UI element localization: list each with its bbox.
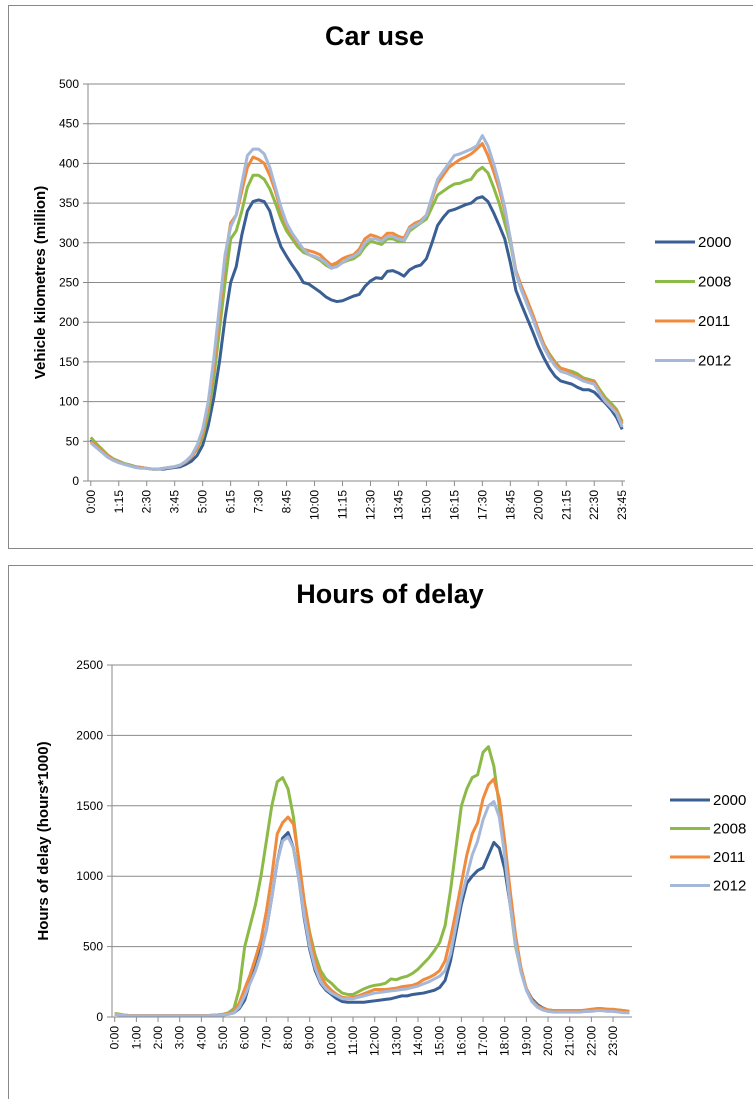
x-tick-label: 23:45 xyxy=(615,490,629,520)
x-tick-label: 6:15 xyxy=(224,490,238,514)
x-tick-label: 2:30 xyxy=(140,490,154,514)
x-tick-label: 7:30 xyxy=(252,490,266,514)
chart-title: Hours of delay xyxy=(296,579,484,609)
x-tick-label: 4:00 xyxy=(194,1026,208,1050)
legend-label: 2012 xyxy=(713,878,746,895)
x-tick-label: 12:00 xyxy=(368,1026,382,1056)
legend-label: 2000 xyxy=(698,234,731,251)
y-tick-label: 100 xyxy=(59,395,79,409)
x-tick-label: 9:00 xyxy=(303,1026,317,1050)
x-tick-label: 11:00 xyxy=(346,1026,360,1055)
x-tick-label: 10:00 xyxy=(308,490,322,520)
x-tick-label: 19:00 xyxy=(519,1026,533,1056)
y-tick-label: 500 xyxy=(59,77,79,91)
legend-label: 2008 xyxy=(713,821,746,838)
y-axis-label: Vehicle kilometres (million) xyxy=(32,186,49,379)
y-tick-label: 0 xyxy=(96,1010,103,1024)
y-tick-label: 0 xyxy=(72,474,79,488)
x-tick-label: 0:00 xyxy=(84,490,98,514)
x-tick-label: 5:00 xyxy=(196,490,210,514)
x-tick-label: 12:30 xyxy=(363,490,377,520)
x-tick-label: 2:00 xyxy=(151,1026,165,1050)
x-tick-label: 18:00 xyxy=(498,1026,512,1056)
y-tick-label: 300 xyxy=(59,236,79,250)
x-tick-label: 18:45 xyxy=(503,490,517,520)
series-line xyxy=(89,134,624,471)
y-tick-label: 350 xyxy=(59,196,79,210)
x-tick-label: 1:00 xyxy=(129,1026,143,1050)
y-tick-label: 1500 xyxy=(76,799,103,813)
x-tick-label: 21:00 xyxy=(563,1026,577,1056)
chart-title: Car use xyxy=(325,21,424,51)
y-tick-label: 450 xyxy=(59,117,79,131)
x-tick-label: 3:45 xyxy=(168,490,182,514)
x-tick-label: 23:00 xyxy=(606,1026,620,1056)
x-tick-label: 20:00 xyxy=(531,490,545,520)
x-tick-label: 17:00 xyxy=(476,1026,490,1056)
x-tick-label: 1:15 xyxy=(112,490,126,514)
y-tick-label: 2000 xyxy=(76,728,103,742)
y-tick-label: 500 xyxy=(83,940,103,954)
x-tick-label: 15:00 xyxy=(433,1026,447,1056)
series-line xyxy=(114,800,630,1018)
y-tick-label: 1000 xyxy=(76,869,103,883)
x-tick-label: 15:00 xyxy=(419,490,433,520)
x-tick-label: 8:00 xyxy=(281,1026,295,1050)
x-tick-label: 16:15 xyxy=(447,490,461,520)
y-tick-label: 2500 xyxy=(76,658,103,672)
x-tick-label: 16:00 xyxy=(454,1026,468,1056)
x-tick-label: 6:00 xyxy=(238,1026,252,1050)
legend-label: 2011 xyxy=(713,849,745,866)
legend-label: 2000 xyxy=(713,792,746,809)
x-tick-label: 14:00 xyxy=(411,1026,425,1056)
x-tick-label: 21:15 xyxy=(559,490,573,520)
x-tick-label: 17:30 xyxy=(475,490,489,520)
y-tick-label: 400 xyxy=(59,156,79,170)
x-tick-label: 22:30 xyxy=(587,490,601,520)
y-tick-label: 200 xyxy=(59,315,79,329)
x-tick-label: 5:00 xyxy=(216,1026,230,1050)
chart-frame xyxy=(8,565,753,1099)
y-tick-label: 250 xyxy=(59,276,79,290)
legend-label: 2011 xyxy=(698,313,730,330)
x-tick-label: 13:45 xyxy=(391,490,405,520)
y-tick-label: 50 xyxy=(66,434,80,448)
x-tick-label: 7:00 xyxy=(259,1026,273,1050)
x-tick-label: 11:15 xyxy=(336,490,350,519)
y-tick-label: 150 xyxy=(59,355,79,369)
x-tick-label: 3:00 xyxy=(173,1026,187,1050)
legend-label: 2012 xyxy=(698,353,731,370)
x-tick-label: 10:00 xyxy=(324,1026,338,1056)
y-axis-label: Hours of delay (hours*1000) xyxy=(35,741,52,940)
x-tick-label: 22:00 xyxy=(584,1026,598,1056)
x-tick-label: 8:45 xyxy=(280,490,294,514)
x-tick-label: 0:00 xyxy=(108,1026,122,1050)
legend-label: 2008 xyxy=(698,274,731,291)
x-tick-label: 13:00 xyxy=(389,1026,403,1056)
x-tick-label: 20:00 xyxy=(541,1026,555,1056)
